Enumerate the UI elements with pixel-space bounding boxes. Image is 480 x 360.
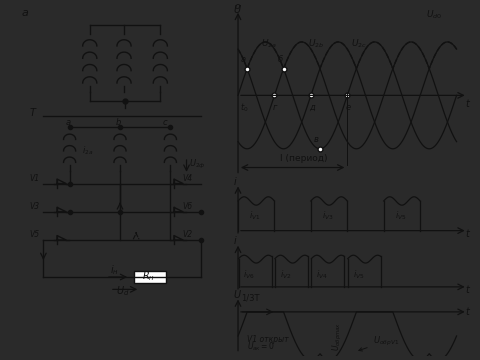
Text: $i_{V6}$: $i_{V6}$ — [243, 268, 255, 280]
Text: V1: V1 — [29, 174, 39, 183]
Text: V5: V5 — [29, 230, 39, 239]
Text: $U_{ак}=0$: $U_{ак}=0$ — [247, 341, 275, 353]
Text: $U_d$: $U_d$ — [116, 285, 130, 298]
Text: t: t — [466, 285, 470, 295]
Text: U: U — [234, 290, 241, 300]
Text: $i_{V5}$: $i_{V5}$ — [395, 210, 406, 222]
Text: $U_{2ф}$: $U_{2ф}$ — [189, 158, 205, 171]
Text: е: е — [346, 103, 351, 112]
Text: $i_{V1}$: $i_{V1}$ — [249, 210, 261, 222]
Text: $U_{обр max}$: $U_{обр max}$ — [331, 321, 344, 351]
Text: t: t — [466, 229, 470, 239]
Text: б: б — [277, 55, 283, 64]
Text: в: в — [314, 135, 319, 144]
Text: $U_{обр V1}$: $U_{обр V1}$ — [359, 335, 399, 351]
FancyBboxPatch shape — [134, 271, 167, 283]
Text: V1 открыт: V1 открыт — [247, 336, 288, 345]
Text: T: T — [29, 108, 36, 118]
Text: i: i — [234, 237, 237, 247]
Text: $i_{V5}$: $i_{V5}$ — [353, 268, 364, 280]
Text: г: г — [273, 103, 277, 112]
Text: V3: V3 — [29, 202, 39, 211]
Text: t: t — [466, 307, 470, 317]
Text: i: i — [234, 177, 237, 187]
Text: $t_0$: $t_0$ — [240, 101, 248, 114]
Text: a: a — [66, 118, 71, 127]
Text: V6: V6 — [182, 202, 192, 211]
Text: $i_{н}$: $i_{н}$ — [110, 264, 119, 277]
Text: V2: V2 — [182, 230, 192, 239]
Text: $i_{V3}$: $i_{V3}$ — [322, 210, 334, 222]
Text: b: b — [116, 118, 121, 127]
Text: $U_{d0}$: $U_{d0}$ — [426, 9, 442, 21]
Text: t: t — [466, 99, 470, 109]
Text: V4: V4 — [182, 174, 192, 183]
Text: a: a — [241, 55, 246, 64]
Text: $U_{2b}$: $U_{2b}$ — [308, 37, 324, 50]
Text: д: д — [309, 103, 315, 112]
Text: $i_{2a}$: $i_{2a}$ — [82, 145, 93, 157]
Text: $i_{V4}$: $i_{V4}$ — [316, 268, 328, 280]
Text: $R_{н}$: $R_{н}$ — [142, 270, 155, 283]
Text: o: o — [235, 2, 240, 11]
Text: c: c — [162, 118, 167, 127]
Text: 1/3T: 1/3T — [240, 293, 259, 302]
Text: U: U — [234, 5, 241, 14]
Text: $U_{2c}$: $U_{2c}$ — [351, 37, 367, 50]
Text: $i_{V2}$: $i_{V2}$ — [280, 268, 291, 280]
Text: a: a — [21, 8, 28, 18]
Text: I (период): I (период) — [280, 154, 328, 163]
Text: $U_{2a}$: $U_{2a}$ — [261, 37, 276, 50]
